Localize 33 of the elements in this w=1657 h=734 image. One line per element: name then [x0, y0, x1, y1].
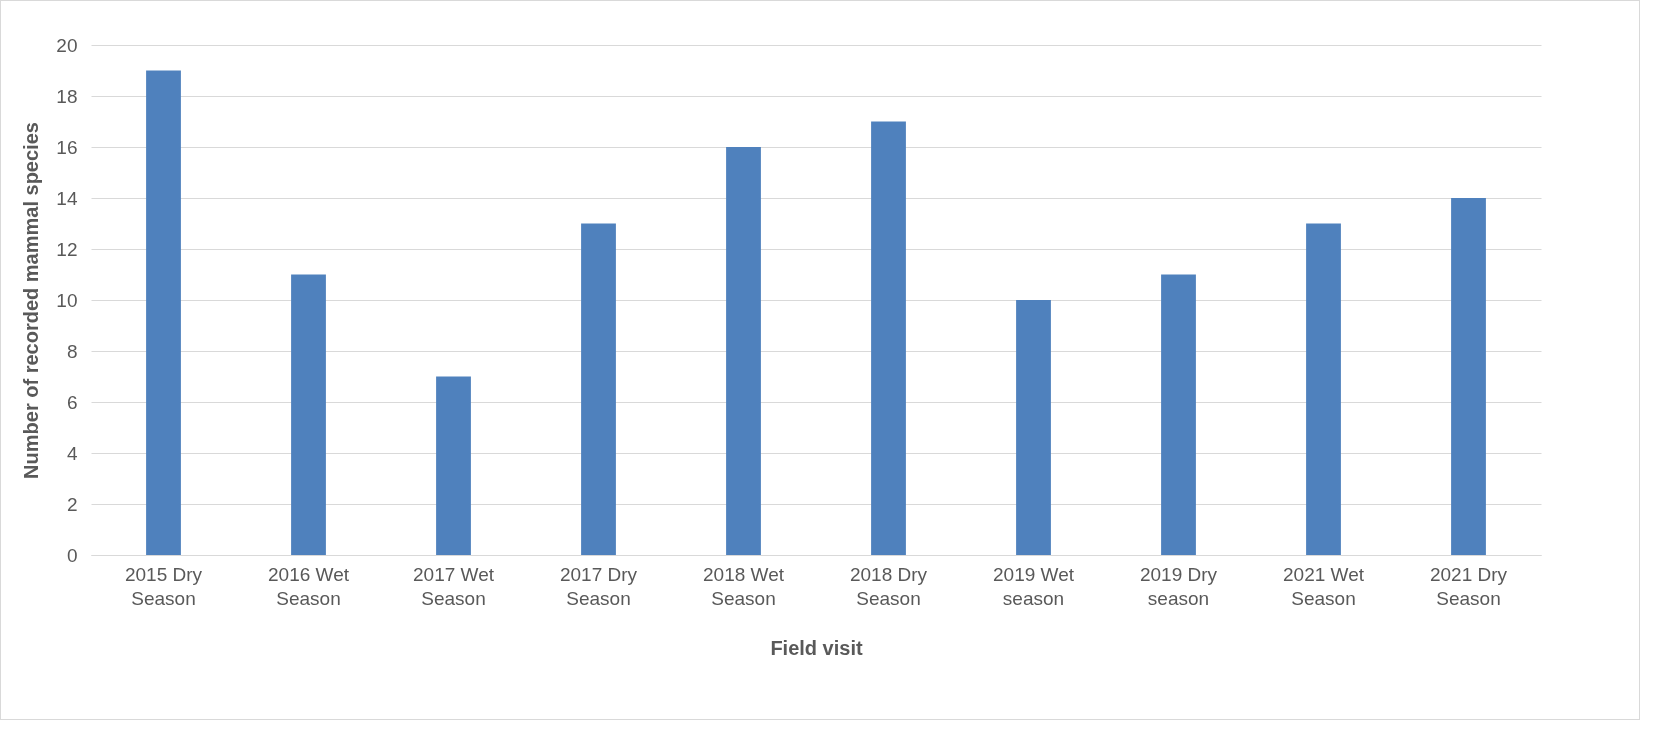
y-tick-label: 2 — [66, 493, 78, 515]
y-tick-label: 18 — [56, 85, 78, 107]
bar — [1016, 300, 1051, 555]
x-tick-label: 2021 Dry Season — [1429, 563, 1508, 609]
x-tick-label: 2021 Wet Season — [1283, 563, 1365, 609]
bar — [1306, 223, 1341, 555]
x-tick-label: 2019 Wet season — [993, 563, 1075, 609]
bar — [291, 274, 326, 555]
y-tick-label: 14 — [56, 187, 78, 209]
y-tick-label: 16 — [56, 136, 78, 158]
x-tick-label: 2019 Dry season — [1139, 563, 1218, 609]
x-tick-label: 2017 Dry Season — [559, 563, 638, 609]
bar — [581, 223, 616, 555]
x-tick-label: 2018 Dry Season — [849, 563, 928, 609]
x-axis-title: Field visit — [770, 636, 863, 659]
y-tick-label: 0 — [66, 544, 78, 566]
x-tick-label: 2017 Wet Season — [413, 563, 495, 609]
bar — [146, 70, 181, 555]
y-tick-label: 20 — [56, 34, 78, 56]
bar — [1451, 198, 1486, 555]
y-tick-label: 8 — [66, 340, 78, 362]
x-tick-label: 2016 Wet Season — [268, 563, 350, 609]
y-tick-label: 6 — [66, 391, 78, 413]
y-tick-label: 4 — [66, 442, 78, 464]
bar — [726, 147, 761, 555]
x-tick-label: 2018 Wet Season — [703, 563, 785, 609]
y-axis-title: Number of recorded mammal species — [20, 122, 43, 479]
y-tick-label: 12 — [56, 238, 78, 260]
bar — [436, 376, 471, 555]
bar — [871, 121, 906, 555]
y-tick-label: 10 — [56, 289, 78, 311]
x-tick-label: 2015 Dry Season — [124, 563, 203, 609]
bar — [1161, 274, 1196, 555]
